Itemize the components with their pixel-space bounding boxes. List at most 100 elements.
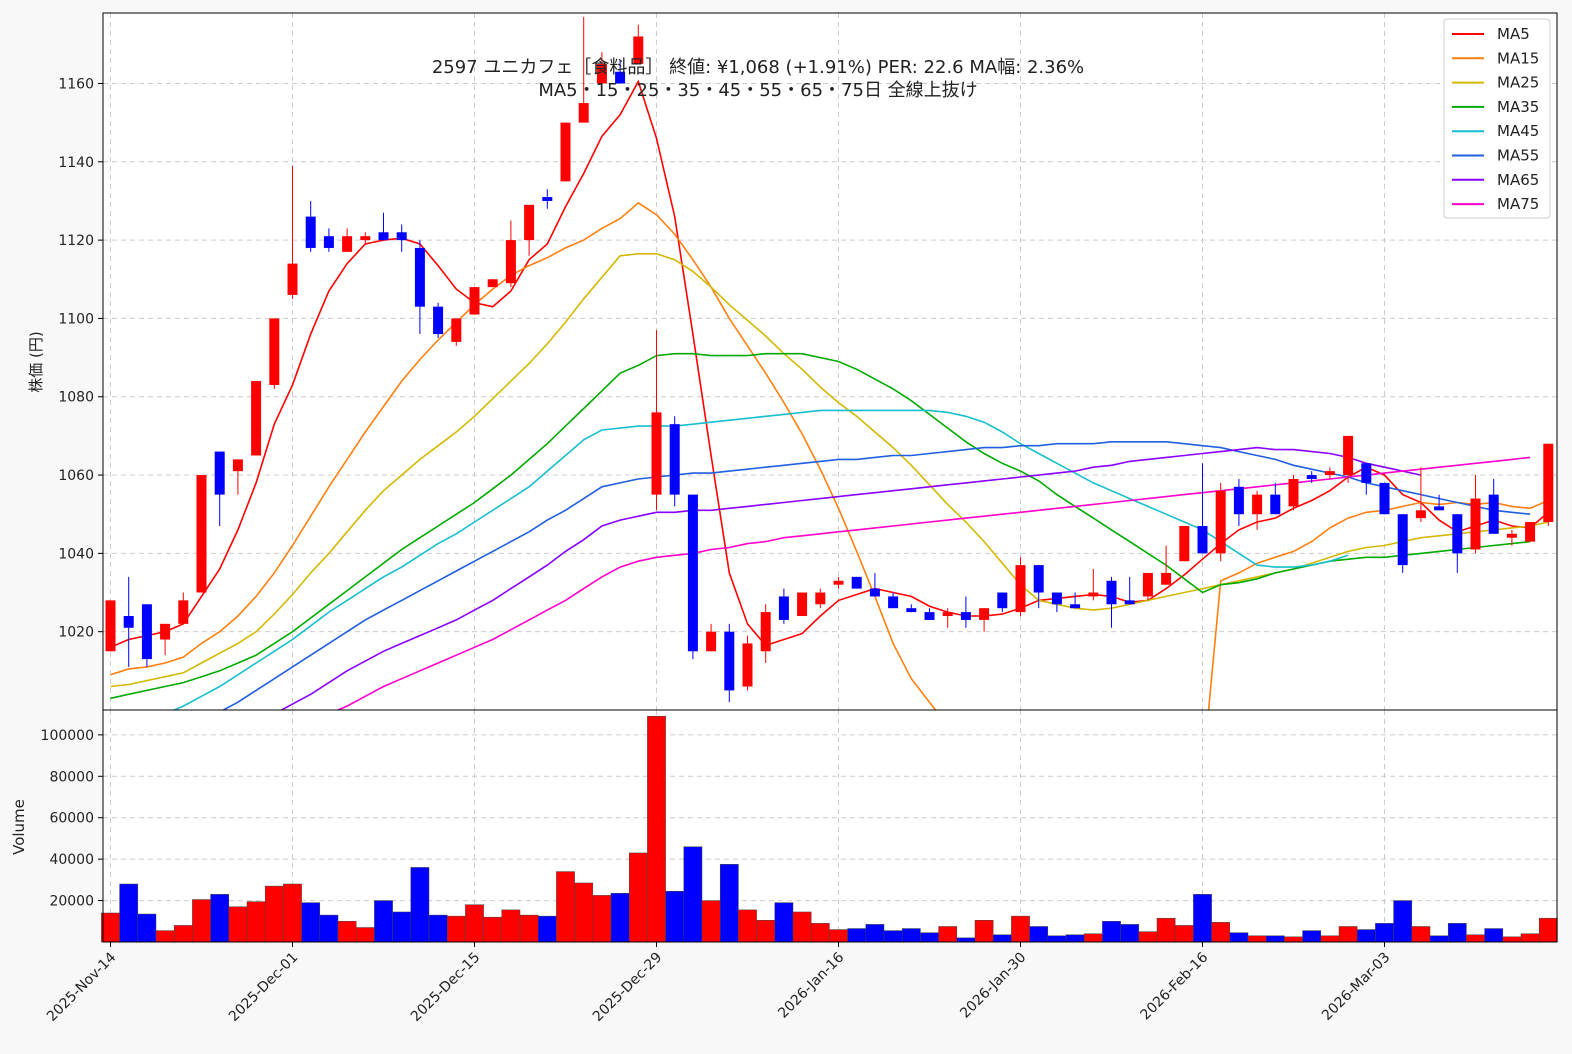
volume-bar [829, 929, 848, 943]
candle-body [214, 451, 225, 495]
price-tick-label: 1020 [58, 625, 94, 641]
candle-body [997, 592, 1008, 609]
volume-bar [647, 715, 666, 943]
candle-body [706, 631, 717, 652]
volume-bar [137, 913, 157, 943]
candle-body [1088, 592, 1099, 597]
candle-body [833, 580, 844, 585]
volume-bar [1065, 934, 1085, 943]
volume-bar [246, 901, 266, 943]
volume-bar [992, 934, 1012, 943]
volume-bar [1302, 930, 1322, 943]
volume-bar [1502, 936, 1522, 943]
candle-body [451, 318, 462, 342]
volume-bar [610, 893, 630, 943]
chart-title: 2597 ユニカフェ［食料品］ 終値: ¥1,068 (+1.91%) PER:… [432, 57, 1084, 78]
volume-bar [1265, 935, 1285, 943]
volume-bar [428, 914, 448, 943]
candle-body [1015, 565, 1026, 613]
volume-bar [1429, 935, 1449, 943]
candles [105, 16, 1554, 703]
volume-bar [465, 904, 484, 943]
candle-body [1270, 494, 1281, 515]
volume-bar [574, 882, 594, 943]
volume-bar [1447, 923, 1467, 943]
volume-bar [592, 895, 612, 943]
volume-bar [1247, 935, 1267, 943]
candle-body [1252, 494, 1263, 515]
volume-bar [719, 864, 739, 943]
volume-bar [1120, 924, 1140, 943]
volume-bar [374, 900, 393, 943]
volume-tick-label: 60000 [49, 811, 94, 827]
volume-bar [410, 867, 430, 943]
price-tick-label: 1040 [58, 546, 94, 562]
legend-label: MA15 [1497, 49, 1539, 67]
candle-body [669, 424, 680, 495]
candle-body [1197, 525, 1208, 554]
candle-body [1397, 514, 1408, 566]
price-panel-background [103, 13, 1557, 710]
candle-body [888, 596, 899, 609]
candle-body [1106, 580, 1117, 605]
volume-bar [264, 885, 284, 943]
volume-bar [1320, 935, 1340, 943]
candle-body [1434, 506, 1445, 511]
candle-body [851, 576, 862, 589]
candle-body [342, 236, 353, 252]
candle-body [323, 236, 334, 248]
volume-bar [228, 906, 248, 943]
volume-panel-background [103, 710, 1557, 942]
candle-body [1543, 443, 1554, 523]
candle-body [305, 216, 316, 248]
candle-body [287, 263, 298, 295]
volume-bar [101, 912, 120, 943]
price-tick-label: 1140 [58, 155, 94, 171]
candle-body [1070, 604, 1081, 609]
volume-axis-label: Volume [10, 799, 28, 855]
candle-body [1306, 475, 1317, 479]
candle-body [924, 612, 935, 620]
legend-label: MA45 [1497, 122, 1539, 140]
volume-bar [1047, 935, 1067, 943]
candle-body [942, 612, 953, 617]
volume-bar [774, 902, 794, 943]
candle-body [960, 612, 971, 620]
candle-body [1343, 435, 1354, 476]
volume-tick-label: 40000 [49, 852, 94, 868]
volume-bar [446, 915, 466, 943]
volume-bar [865, 924, 885, 943]
candle-body [1324, 471, 1335, 476]
moving-averages [110, 79, 1549, 710]
volume-bar [1356, 929, 1376, 943]
candle-body [433, 306, 444, 335]
volume-bar [974, 920, 994, 943]
volume-bar [1393, 900, 1413, 943]
candle-body [1506, 533, 1517, 538]
legend-label: MA75 [1497, 195, 1539, 213]
volume-bar [319, 914, 339, 943]
candle-body [760, 612, 771, 652]
candle-body [505, 240, 516, 284]
candle-body [524, 204, 535, 241]
price-tick-label: 1120 [58, 233, 94, 249]
price-tick-label: 1100 [58, 311, 94, 327]
candle-body [615, 71, 626, 84]
candle-body [1233, 486, 1244, 515]
volume-bar [1284, 936, 1303, 943]
volume-bar [1083, 933, 1103, 943]
volume-bar [1338, 926, 1358, 943]
volume-bar [847, 928, 867, 943]
volume-panel-frame [102, 709, 1558, 943]
candle-body [906, 608, 917, 613]
volume-bar [1411, 926, 1431, 943]
ma-line-ma5 [110, 79, 1549, 649]
volume-bar [483, 916, 503, 943]
ma-line-ma55 [221, 440, 1531, 710]
volume-bar [901, 928, 921, 943]
volume-bar [956, 937, 976, 943]
volume-bar [792, 911, 812, 943]
candle-body [1179, 525, 1190, 562]
volume-bar [119, 883, 139, 943]
candle-body [105, 600, 116, 652]
